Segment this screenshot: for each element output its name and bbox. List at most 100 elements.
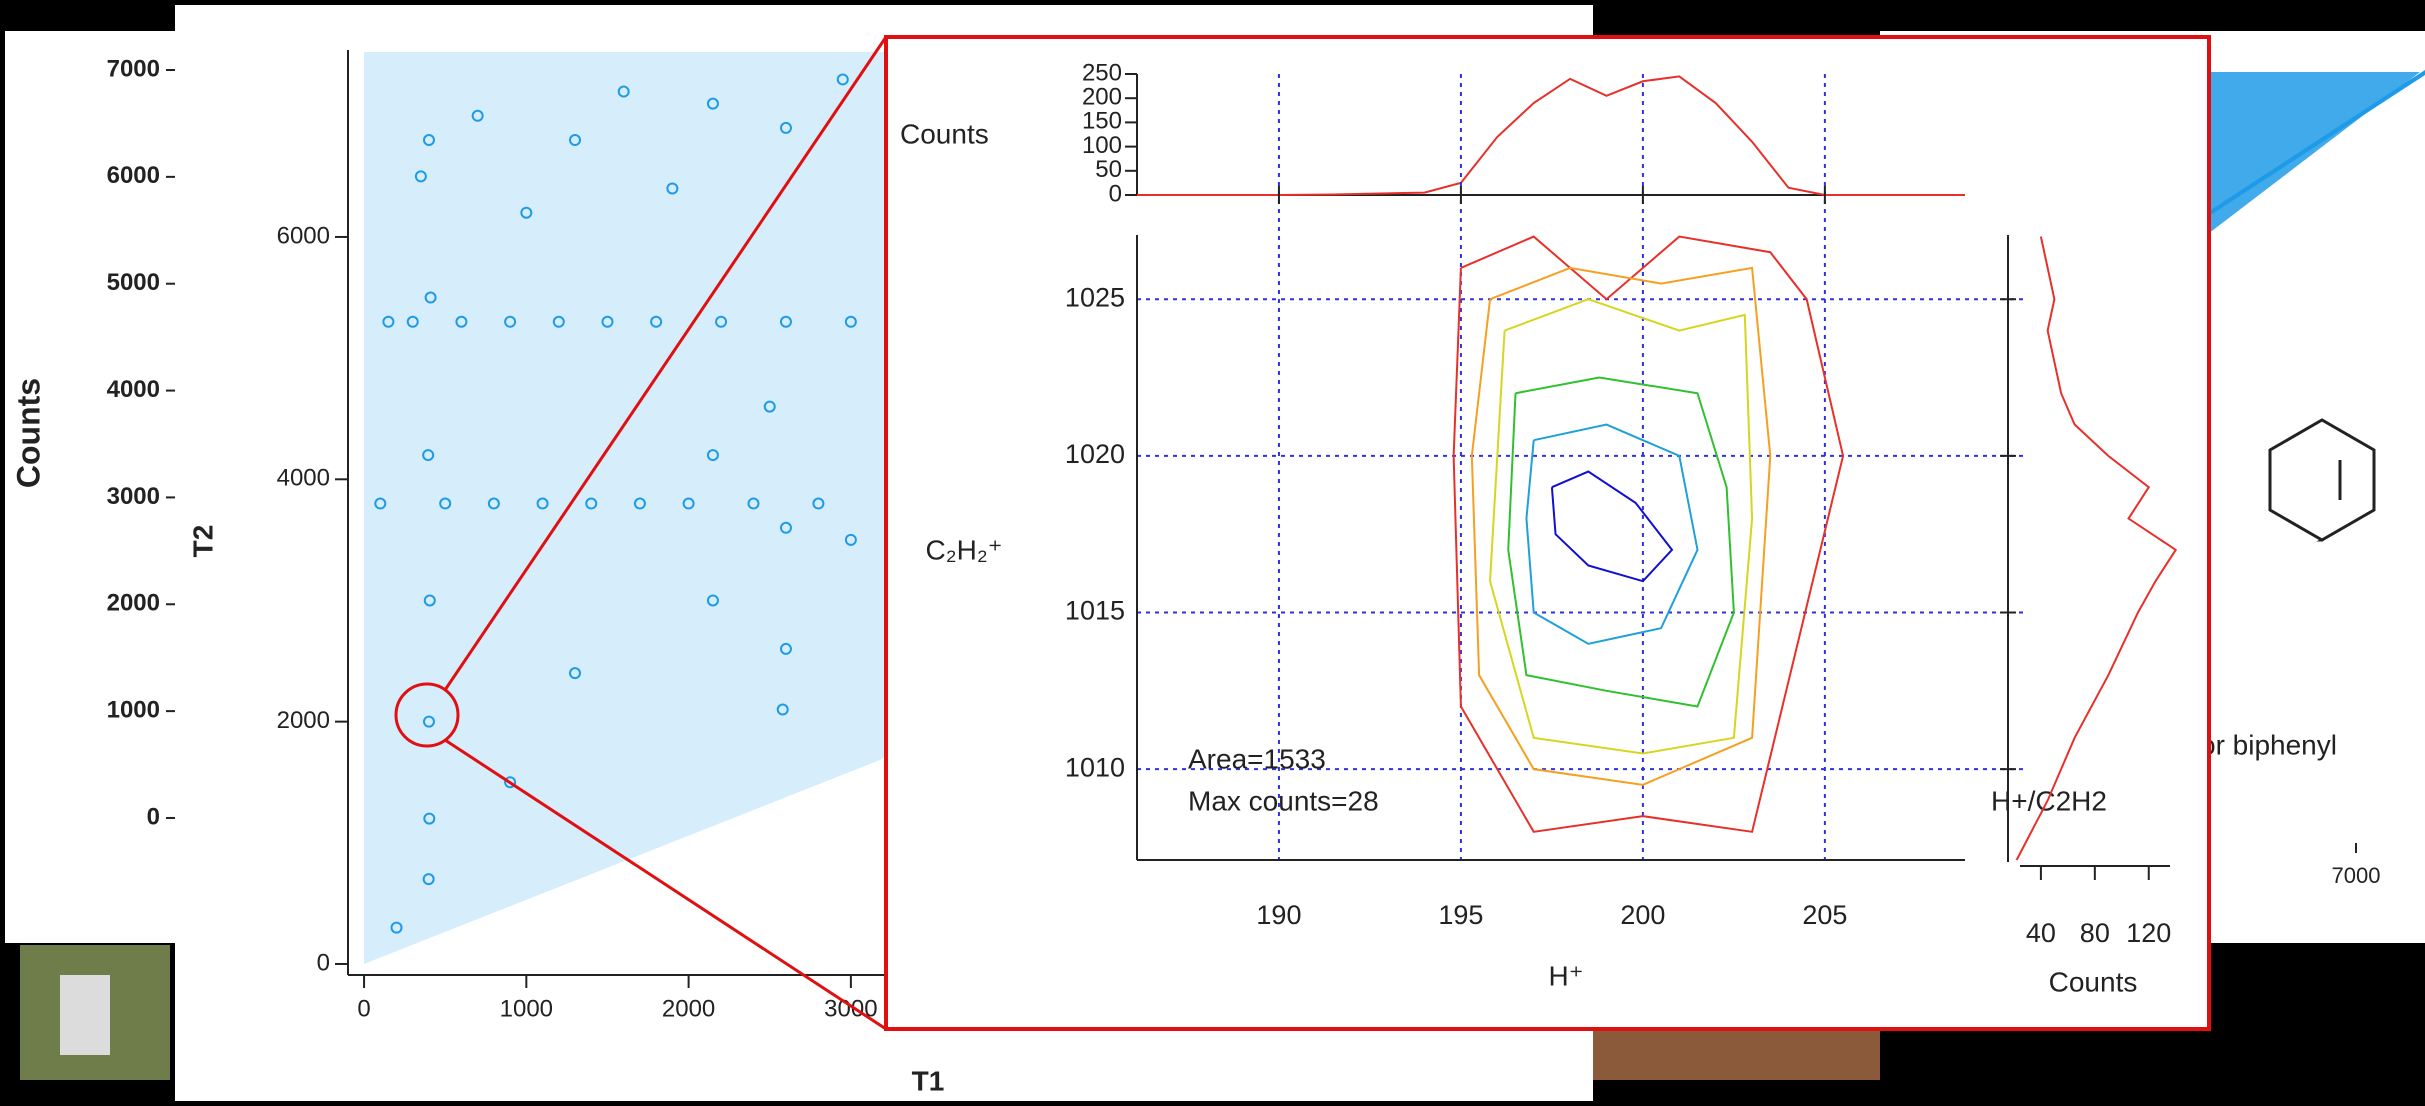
point <box>650 315 663 328</box>
y-tick-label: 250 <box>1082 59 1122 86</box>
annotation: H+/C2H2 <box>1991 785 2107 816</box>
point <box>374 497 387 510</box>
point <box>536 497 549 510</box>
point <box>812 497 825 510</box>
point <box>569 134 582 147</box>
y-tick-label: 0 <box>317 949 330 976</box>
point <box>422 449 435 462</box>
point <box>552 315 565 328</box>
y-tick-label: 2000 <box>277 707 330 734</box>
y-axis-label: T2 <box>187 525 218 558</box>
contour-line <box>1452 235 1845 833</box>
contour-line <box>1525 423 1699 645</box>
y-tick-label: 1020 <box>1065 439 1125 469</box>
y-tick-label: 4000 <box>107 376 160 403</box>
point <box>779 121 792 134</box>
annotation: Max counts=28 <box>1188 785 1379 816</box>
point <box>390 921 403 934</box>
point <box>779 642 792 655</box>
point <box>424 291 437 304</box>
point <box>682 497 695 510</box>
point <box>423 812 436 825</box>
y-tick-label: 150 <box>1082 108 1122 135</box>
x-tick-label: 40 <box>2026 918 2056 948</box>
point <box>706 97 719 110</box>
y-tick-label: 200 <box>1082 84 1122 111</box>
point <box>504 776 517 789</box>
x-tick-label: 195 <box>1438 900 1483 930</box>
point <box>504 315 517 328</box>
y-tick-label: 3000 <box>107 483 160 510</box>
contour-line <box>1550 470 1674 583</box>
y-axis-label: C₂H₂⁺ <box>926 534 1003 565</box>
x-tick-label: 2000 <box>662 995 715 1022</box>
zoom-line <box>444 738 887 1031</box>
x-tick-label: 190 <box>1256 900 1301 930</box>
zoom-line <box>443 36 888 691</box>
annotation: Area=1533 <box>1188 743 1326 774</box>
point <box>776 703 789 716</box>
histogram-line <box>1137 75 1965 196</box>
y-tick-label: 1010 <box>1065 752 1125 782</box>
contour-line <box>1489 298 1754 755</box>
point <box>569 667 582 680</box>
point <box>414 170 427 183</box>
point <box>747 497 760 510</box>
point <box>617 85 630 98</box>
panel <box>5 31 180 943</box>
y-tick-label: 4000 <box>277 465 330 492</box>
y-tick-label: 5000 <box>107 269 160 296</box>
point <box>633 497 646 510</box>
point <box>439 497 452 510</box>
point <box>422 134 435 147</box>
y-tick-label: 1015 <box>1065 596 1125 626</box>
contour-line <box>1507 376 1735 708</box>
point <box>423 594 436 607</box>
point <box>471 109 484 122</box>
point <box>422 873 435 886</box>
point <box>706 594 719 607</box>
zoom-circle <box>394 682 460 748</box>
point <box>706 449 719 462</box>
annotation: or biphenyl <box>2200 729 2337 760</box>
point <box>836 73 849 86</box>
y-tick-label: 6000 <box>107 162 160 189</box>
y-tick-label: 0 <box>147 803 160 830</box>
x-axis-label: H⁺ <box>1549 960 1584 991</box>
point <box>666 182 679 195</box>
y-tick-label: 0 <box>1109 180 1122 207</box>
point <box>844 533 857 546</box>
y-tick-label: 7000 <box>107 55 160 82</box>
left-slide: Counts 0 1000 2000 3000 4000 5000 6000 7000 <box>5 31 180 943</box>
point <box>715 315 728 328</box>
photo-building <box>60 975 110 1055</box>
point <box>779 521 792 534</box>
inset-panel <box>884 35 2211 1031</box>
x-tick-label: 205 <box>1802 900 1847 930</box>
y-axis-label: Counts <box>900 118 989 149</box>
y-tick-label: 1025 <box>1065 282 1125 312</box>
point <box>406 315 419 328</box>
point <box>585 497 598 510</box>
point <box>422 715 435 728</box>
x-tick-label: 0 <box>357 995 370 1022</box>
benzene-ring <box>2268 418 2376 542</box>
point <box>487 497 500 510</box>
y-axis-label: Counts <box>10 378 46 488</box>
y-tick-label: 100 <box>1082 132 1122 159</box>
point <box>601 315 614 328</box>
y-tick-label: 6000 <box>277 222 330 249</box>
x-axis-label: Counts <box>2049 966 2138 997</box>
point <box>455 315 468 328</box>
scatter-texture <box>2200 72 2420 240</box>
point <box>844 315 857 328</box>
x-axis-label: T1 <box>912 1065 945 1096</box>
y-tick-label: 2000 <box>107 590 160 617</box>
y-tick-label: 50 <box>1095 156 1122 183</box>
point <box>382 315 395 328</box>
x-tick-label: 200 <box>1620 900 1665 930</box>
histogram-line <box>2015 236 2178 861</box>
point <box>779 315 792 328</box>
